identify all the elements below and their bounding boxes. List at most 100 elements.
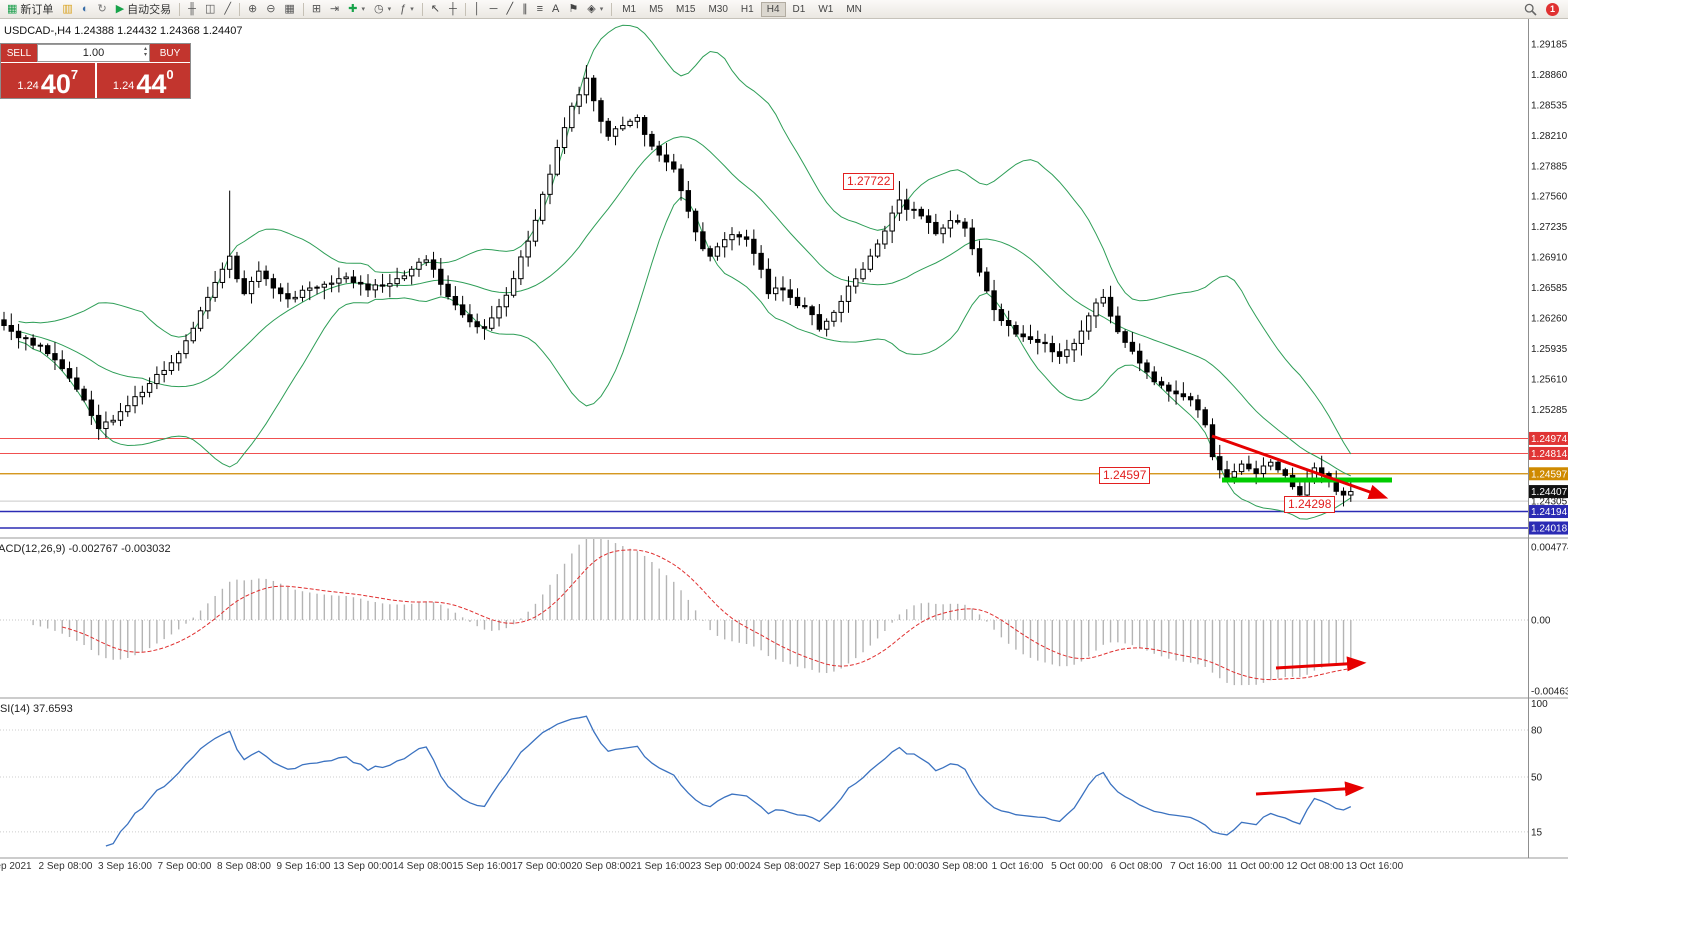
buy-price-big: 44 [136,68,167,99]
period-button[interactable]: ◷ ▾ [370,1,395,18]
price-trend-arrow[interactable] [1211,434,1389,500]
price-tag-label: 1.24814 [1531,449,1568,460]
channel-icon[interactable]: ∥ [518,1,532,18]
tile-windows-icon[interactable]: ⊞ [308,1,325,18]
macd-trend-arrow[interactable] [1275,656,1367,672]
auto-trading-button[interactable]: ▶ 自动交易 [112,1,175,18]
time-axis-label: 27 Sep 16:00 [809,861,869,872]
search-button[interactable] [1520,1,1541,18]
sell-button[interactable]: 1.24 40 7 [1,63,95,98]
chevron-down-icon: ▾ [599,6,604,13]
bar-chart-icon[interactable]: ╫ [184,1,200,18]
data-window-icon[interactable]: ◐ [78,1,93,18]
grid-icon[interactable]: ▦ [280,1,298,18]
price-callout-low[interactable]: 1.24298 [1284,496,1336,513]
text-icon: A [552,2,560,15]
new-chart-icon: ✚ [348,2,358,15]
timeframe-w1[interactable]: W1 [818,3,834,15]
zoom-in-icon[interactable]: ⊕ [244,1,261,18]
svg-text:1.29185: 1.29185 [1531,40,1568,51]
channel-icon: ∥ [522,2,528,15]
sell-price-big: 40 [40,68,71,99]
toolbar-separator [179,2,181,16]
chart-canvas: 1.29185 1.28860 1.28535 1.28210 1.27885 1.275… [0,19,1568,859]
timeframe-m15[interactable]: M15 [676,3,696,15]
trendline-icon[interactable]: ╱ [502,1,517,18]
timeframe-m5[interactable]: M5 [649,3,664,15]
price-callout-mid[interactable]: 1.24597 [1099,467,1151,484]
svg-text:1.26260: 1.26260 [1531,313,1568,324]
time-axis-label: 17 Sep 00:00 [511,861,572,872]
svg-text:1.28210: 1.28210 [1531,131,1568,142]
rsi-axis-label: 50 [1531,773,1543,784]
price-axis: 1.29185 1.28860 1.28535 1.28210 1.27885 1.275… [1529,40,1568,535]
bar-chart-icon: ╫ [188,2,196,15]
timeframe-h1[interactable]: H1 [740,3,754,15]
macd-signal-line [62,549,1351,681]
volume-up-icon[interactable]: ▴ [143,46,147,52]
refresh-icon[interactable]: ↻ [93,1,110,18]
candlestick-chart-icon: ◫ [204,2,216,15]
autoscroll-icon[interactable]: ⇥ [326,1,343,18]
level-lines [0,437,1528,529]
refresh-icon: ↻ [97,2,107,15]
buy-label[interactable]: BUY [150,44,190,62]
time-axis-label: 21 Sep 16:00 [630,861,691,872]
price-callout-high[interactable]: 1.27722 [843,173,895,190]
chart-ohlc-info: USDCAD-,H4 1.24388 1.24432 1.24368 1.244… [4,25,243,37]
time-axis-label: 7 Sep 00:00 [157,861,212,872]
rsi-line [105,715,1352,847]
market-watch-icon[interactable]: ▥ [58,1,76,18]
time-axis-label: 7 Oct 16:00 [1170,861,1222,872]
market-watch-icon: ▥ [62,2,73,15]
crosshair-icon[interactable]: ┼ [445,1,461,18]
vertical-line-icon[interactable]: │ [470,1,485,18]
time-axis-label: 30 Sep 08:00 [928,861,988,872]
timeframe-m30[interactable]: M30 [708,3,728,15]
toolbar-separator [238,2,240,16]
buy-price-pip: 0 [166,67,174,82]
time-axis-label: 14 Sep 08:00 [392,861,453,872]
shapes-icon: ◈ [587,2,596,15]
label-icon: ⚑ [568,2,579,15]
new-chart-button[interactable]: ✚ ▾ [344,1,369,18]
candlestick-chart-icon[interactable]: ◫ [201,1,219,18]
toolbar-separator [611,2,613,16]
cursor-icon[interactable]: ↖ [427,1,444,18]
label-icon[interactable]: ⚑ [564,1,582,18]
svg-text:1.25285: 1.25285 [1531,405,1568,416]
price-tag [1529,485,1568,499]
sell-label[interactable]: SELL [1,44,37,62]
volume-stepper[interactable]: ▴ ▾ [144,46,147,58]
time-axis-label: 13 Oct 16:00 [1345,861,1404,872]
price-tag [1529,467,1568,481]
volume-field[interactable]: 1.00 ▴ ▾ [37,44,150,62]
timeframe-mn[interactable]: MN [846,3,862,15]
buy-button[interactable]: 1.24 44 0 [96,63,190,99]
sell-price-pip: 7 [70,67,79,82]
macd-label: MACD(12,26,9) -0.002767 -0.003032 [0,543,171,555]
zoom-out-icon[interactable]: ⊖ [262,1,279,18]
price-tag-label: 1.24597 [1531,469,1568,480]
text-icon[interactable]: A [548,1,563,18]
new-order-button[interactable]: ▦ 新订单 [3,1,57,18]
rsi-trend-arrow[interactable] [1255,781,1365,797]
time-axis: 1 Sep 2021 2 Sep 08:00 3 Sep 16:00 7 Sep 00… [0,859,1568,876]
new-order-button-label: 新订单 [20,4,54,16]
timeframe-h4[interactable]: H4 [760,1,786,17]
line-chart-icon[interactable]: ╱ [220,1,235,18]
notification-badge[interactable]: 1 [1546,2,1559,16]
svg-text:1.26585: 1.26585 [1531,283,1568,294]
indicators-icon: ƒ [400,2,407,15]
macd-axis-label: 0.00 [1531,616,1551,627]
fibonacci-icon[interactable]: ≡ [533,1,547,18]
shapes-button[interactable]: ◈ ▾ [583,1,607,18]
buy-price-prefix: 1.24 [112,80,135,92]
indicators-button[interactable]: ƒ ▾ [396,1,418,18]
time-axis-label: 3 Sep 16:00 [98,861,152,872]
horizontal-line-icon[interactable]: ─ [486,1,502,18]
timeframe-m1[interactable]: M1 [622,3,637,15]
volume-down-icon[interactable]: ▾ [143,52,147,58]
time-axis-label: 15 Sep 16:00 [452,861,512,872]
timeframe-d1[interactable]: D1 [792,3,806,15]
